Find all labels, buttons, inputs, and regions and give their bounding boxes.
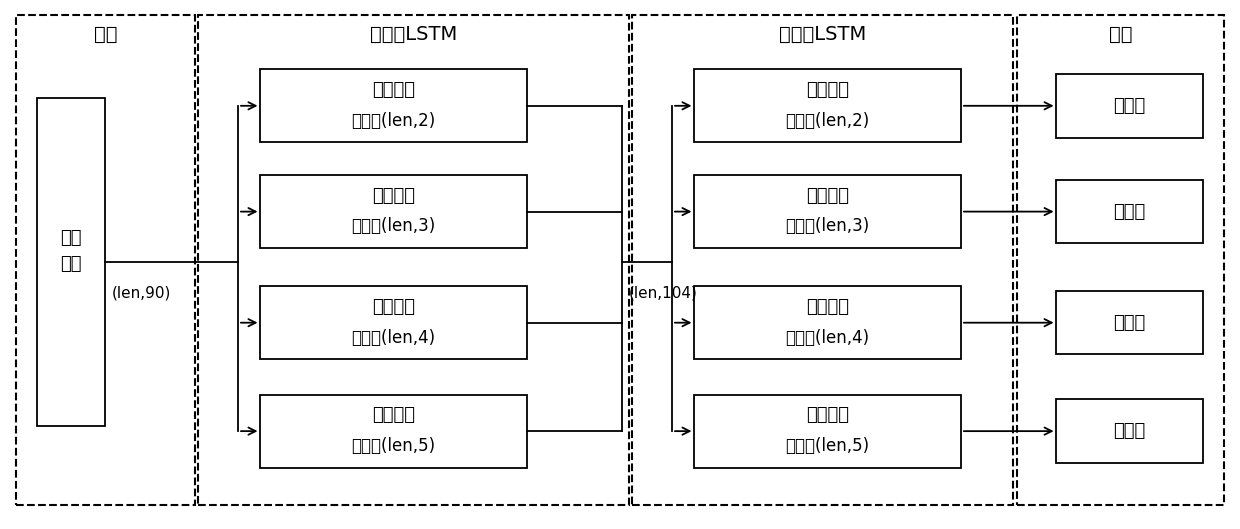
Text: (len,104): (len,104) (629, 285, 698, 300)
Text: 特征: 特征 (61, 229, 82, 247)
FancyBboxPatch shape (37, 98, 105, 426)
Text: 输出：(len,2): 输出：(len,2) (786, 112, 869, 130)
FancyBboxPatch shape (694, 69, 961, 142)
Text: 输出：(len,4): 输出：(len,4) (786, 329, 869, 346)
Text: 第一层LSTM: 第一层LSTM (370, 25, 458, 44)
FancyBboxPatch shape (1056, 74, 1203, 138)
Text: 四分类器: 四分类器 (806, 298, 849, 316)
Text: 输出：(len,3): 输出：(len,3) (786, 217, 869, 235)
Text: (len,90): (len,90) (112, 285, 171, 300)
Text: 输出：(len,2): 输出：(len,2) (352, 112, 435, 130)
FancyBboxPatch shape (694, 175, 961, 248)
Text: 四分类: 四分类 (1114, 314, 1146, 332)
FancyBboxPatch shape (1056, 399, 1203, 463)
Text: 五分类: 五分类 (1114, 422, 1146, 440)
Text: 二分类器: 二分类器 (806, 81, 849, 99)
FancyBboxPatch shape (1056, 291, 1203, 354)
Text: 序列: 序列 (61, 256, 82, 273)
FancyBboxPatch shape (260, 175, 527, 248)
Text: 四分类器: 四分类器 (372, 298, 415, 316)
Text: 输出：(len,5): 输出：(len,5) (352, 437, 435, 455)
FancyBboxPatch shape (694, 395, 961, 468)
Text: 五分类器: 五分类器 (372, 406, 415, 424)
Text: 二分类器: 二分类器 (372, 81, 415, 99)
Text: 三分类: 三分类 (1114, 203, 1146, 221)
Text: 五分类器: 五分类器 (806, 406, 849, 424)
Text: 输出：(len,3): 输出：(len,3) (352, 217, 435, 235)
FancyBboxPatch shape (260, 69, 527, 142)
FancyBboxPatch shape (694, 286, 961, 359)
Text: 三分类器: 三分类器 (372, 187, 415, 205)
FancyBboxPatch shape (260, 286, 527, 359)
FancyBboxPatch shape (1056, 180, 1203, 243)
Text: 输出：(len,4): 输出：(len,4) (352, 329, 435, 346)
FancyBboxPatch shape (260, 395, 527, 468)
Text: 三分类器: 三分类器 (806, 187, 849, 205)
Text: 二分类: 二分类 (1114, 97, 1146, 115)
Text: 输出：(len,5): 输出：(len,5) (786, 437, 869, 455)
Text: 输入: 输入 (94, 25, 117, 44)
Text: 第二层LSTM: 第二层LSTM (779, 25, 867, 44)
Text: 输出: 输出 (1109, 25, 1132, 44)
